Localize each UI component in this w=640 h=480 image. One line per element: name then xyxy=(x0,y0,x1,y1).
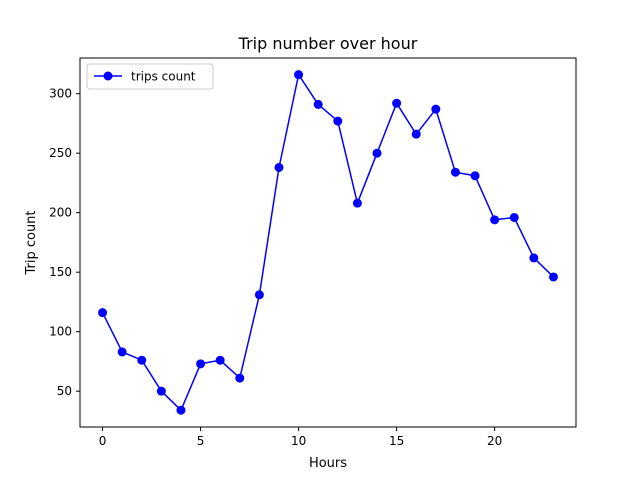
data-point xyxy=(235,373,245,383)
data-point xyxy=(215,355,225,365)
data-point xyxy=(294,70,304,80)
data-point xyxy=(313,99,323,109)
y-tick-label: 100 xyxy=(49,325,72,339)
data-point xyxy=(470,171,480,181)
data-point xyxy=(274,162,284,172)
y-tick-label: 150 xyxy=(49,265,72,279)
data-point xyxy=(411,129,421,139)
data-point xyxy=(548,272,558,282)
data-point xyxy=(392,98,402,108)
y-tick-label: 200 xyxy=(49,206,72,220)
data-point xyxy=(117,347,127,357)
plot-frame xyxy=(79,57,577,428)
x-axis-label: Hours xyxy=(309,456,347,471)
y-tick-label: 300 xyxy=(49,87,72,101)
data-point xyxy=(196,359,206,369)
legend-entry-label: trips count xyxy=(131,70,196,84)
legend: trips count xyxy=(86,63,214,90)
data-point xyxy=(98,308,108,318)
y-axis-label: Trip count xyxy=(24,210,39,275)
data-point xyxy=(431,104,441,114)
series-layer xyxy=(98,70,558,415)
data-point xyxy=(372,148,382,158)
x-tick-label: 20 xyxy=(487,434,502,448)
data-point xyxy=(254,290,264,300)
data-point xyxy=(333,116,343,126)
x-tick-label: 10 xyxy=(291,434,306,448)
data-point xyxy=(137,355,147,365)
x-tick-label: 0 xyxy=(99,434,107,448)
data-point xyxy=(176,405,186,415)
chart-title: Trip number over hour xyxy=(238,34,418,53)
data-point xyxy=(509,212,519,222)
legend-box xyxy=(86,63,214,90)
y-axis-ticks: 50 100 150 200 250 300 xyxy=(49,87,80,398)
plot-background xyxy=(80,58,576,427)
plot-area: 0 5 10 15 20 50 100 150 200 250 300 xyxy=(49,57,577,448)
x-tick-label: 15 xyxy=(389,434,404,448)
legend-marker-swatch xyxy=(103,71,113,81)
x-axis-ticks: 0 5 10 15 20 xyxy=(99,427,502,448)
y-tick-label: 50 xyxy=(57,384,72,398)
data-point xyxy=(156,386,166,396)
data-point xyxy=(450,167,460,177)
data-point xyxy=(352,198,362,208)
y-tick-label: 250 xyxy=(49,146,72,160)
data-point xyxy=(529,253,539,263)
data-point xyxy=(490,215,500,225)
series-line-trips-count xyxy=(101,73,555,411)
x-tick-label: 5 xyxy=(197,434,205,448)
